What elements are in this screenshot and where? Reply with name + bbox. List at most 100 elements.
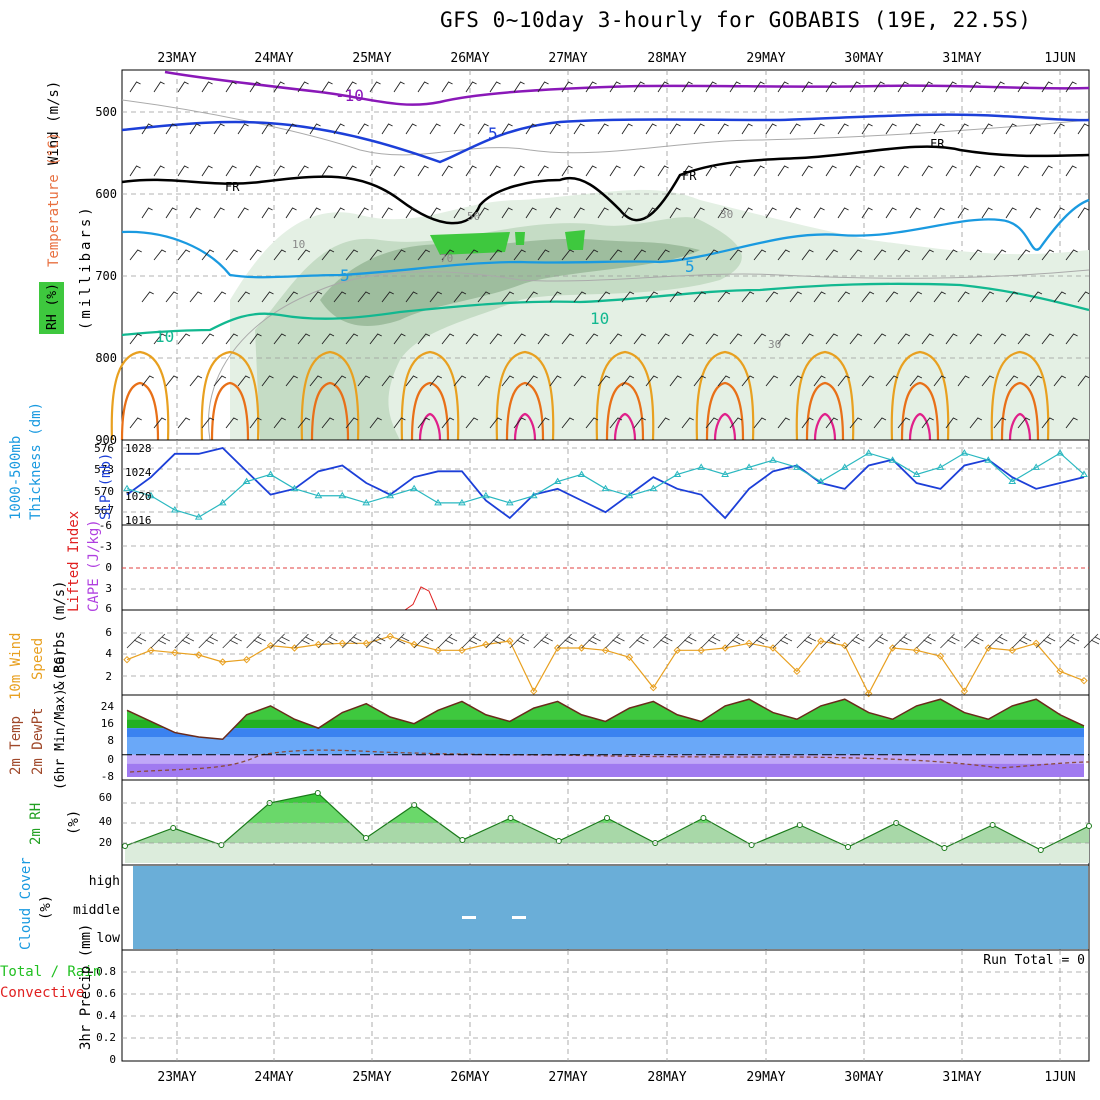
- wind-barb: [273, 417, 286, 429]
- wind10-barb: [844, 633, 864, 649]
- wind-barb: [417, 165, 429, 177]
- wind-barb: [873, 165, 885, 177]
- wind10-barb: [342, 633, 362, 649]
- wind-barb: [237, 207, 249, 219]
- wind-barb: [501, 207, 513, 219]
- wind-barb: [213, 375, 227, 387]
- contour-label: FR: [225, 180, 240, 194]
- wind-barb: [837, 123, 849, 135]
- pressure-tick: 900: [95, 433, 117, 447]
- wind-barb: [585, 417, 599, 429]
- wind-barb: [969, 249, 983, 261]
- wind-barb: [369, 165, 381, 177]
- wind-barb: [561, 165, 573, 177]
- rh-contour: [208, 269, 1090, 441]
- wind-barb: [1041, 81, 1053, 93]
- wind-speed-marker: [506, 637, 514, 645]
- wind-speed-marker: [673, 646, 681, 655]
- wind-barb: [513, 249, 526, 261]
- wind-barb: [477, 123, 489, 135]
- wind-speed-marker: [553, 644, 562, 652]
- wind-barb: [657, 333, 670, 345]
- contour-label: 5: [685, 257, 695, 276]
- wind-barb: [813, 375, 826, 387]
- wind-barb: [417, 417, 431, 429]
- wind-speed-marker: [1008, 646, 1016, 655]
- rh-marker: [748, 842, 755, 848]
- contour-label: FR: [930, 137, 945, 151]
- wind-barb: [249, 417, 262, 429]
- wind-barb: [153, 165, 165, 177]
- axis-label-rh2m: 2m RH: [28, 803, 44, 845]
- wind-speed-marker: [530, 687, 538, 695]
- wind-barb: [501, 375, 515, 387]
- wind-barb: [753, 333, 767, 345]
- axis-label-cloud-unit: (%): [38, 895, 54, 920]
- wind-barb: [777, 333, 790, 345]
- wind-barb: [645, 291, 659, 303]
- temp-tick: -8: [101, 770, 114, 783]
- wind10-barb: [1059, 633, 1080, 649]
- axis-label-temp: 2m Temp: [8, 716, 24, 775]
- precip-tick: 0.4: [96, 1009, 116, 1022]
- wind-barb: [261, 375, 274, 387]
- wind-barb: [501, 123, 513, 135]
- wind-barb: [549, 123, 561, 135]
- wind-barb: [525, 207, 537, 219]
- wind-barb: [1005, 291, 1019, 303]
- temp-contour-15: [990, 350, 1050, 441]
- wind10-barb: [700, 633, 721, 649]
- wind-barb: [1053, 291, 1067, 303]
- temp-contour: [164, 70, 1090, 106]
- wind-barb: [417, 249, 431, 261]
- wind-barb: [729, 333, 743, 345]
- wind-barb: [813, 123, 825, 135]
- contour-label: 5: [488, 124, 498, 143]
- wind-barb: [585, 333, 599, 345]
- wind-barb: [321, 249, 335, 261]
- axis-label-rh-unit: (%): [66, 810, 82, 835]
- panel-cloud: high middle low Cloud Cover (%): [18, 857, 1090, 951]
- rh-marker: [796, 822, 803, 828]
- wind-barb: [633, 333, 647, 345]
- thickness-marker: [338, 491, 347, 499]
- wind-barb: [921, 81, 933, 93]
- wind-barb: [153, 81, 165, 93]
- thickness-marker: [649, 484, 658, 492]
- date-label-bottom: 25MAY: [352, 1070, 391, 1085]
- wind-barb: [777, 249, 790, 261]
- rh-marker: [845, 844, 851, 850]
- wind-barb: [213, 291, 227, 303]
- wind-barb: [633, 165, 645, 177]
- wind-barb: [1077, 291, 1090, 303]
- wind-barb: [897, 249, 911, 261]
- wind-barb: [909, 291, 923, 303]
- rh-marker: [507, 815, 514, 821]
- thickness-marker: [816, 477, 825, 485]
- wind-barb: [801, 417, 814, 429]
- rh-marker: [411, 802, 418, 808]
- wind-barb: [525, 291, 538, 303]
- date-label-bottom: 26MAY: [450, 1070, 489, 1085]
- wind10-barb: [413, 633, 434, 649]
- date-label-top: 29MAY: [746, 51, 785, 66]
- thickness-marker: [1008, 477, 1017, 485]
- contour-label: 10: [155, 327, 174, 346]
- wind-barb: [609, 333, 623, 345]
- wind-barb: [165, 291, 179, 303]
- wind-barb: [693, 375, 706, 387]
- wind-barb: [885, 291, 899, 303]
- wind-speed-marker: [434, 646, 442, 655]
- wind-barb: [465, 417, 479, 429]
- wind-barb: [573, 375, 587, 387]
- rh-marker: [604, 815, 610, 821]
- wind-barb: [393, 333, 406, 345]
- rh-shade: [320, 238, 700, 326]
- wind10-barb: [964, 633, 984, 649]
- rh-marker: [700, 815, 707, 821]
- wind-barb: [225, 165, 237, 177]
- wind-barb: [621, 207, 633, 219]
- wind10-barb: [150, 633, 171, 649]
- wind-barb: [897, 165, 909, 177]
